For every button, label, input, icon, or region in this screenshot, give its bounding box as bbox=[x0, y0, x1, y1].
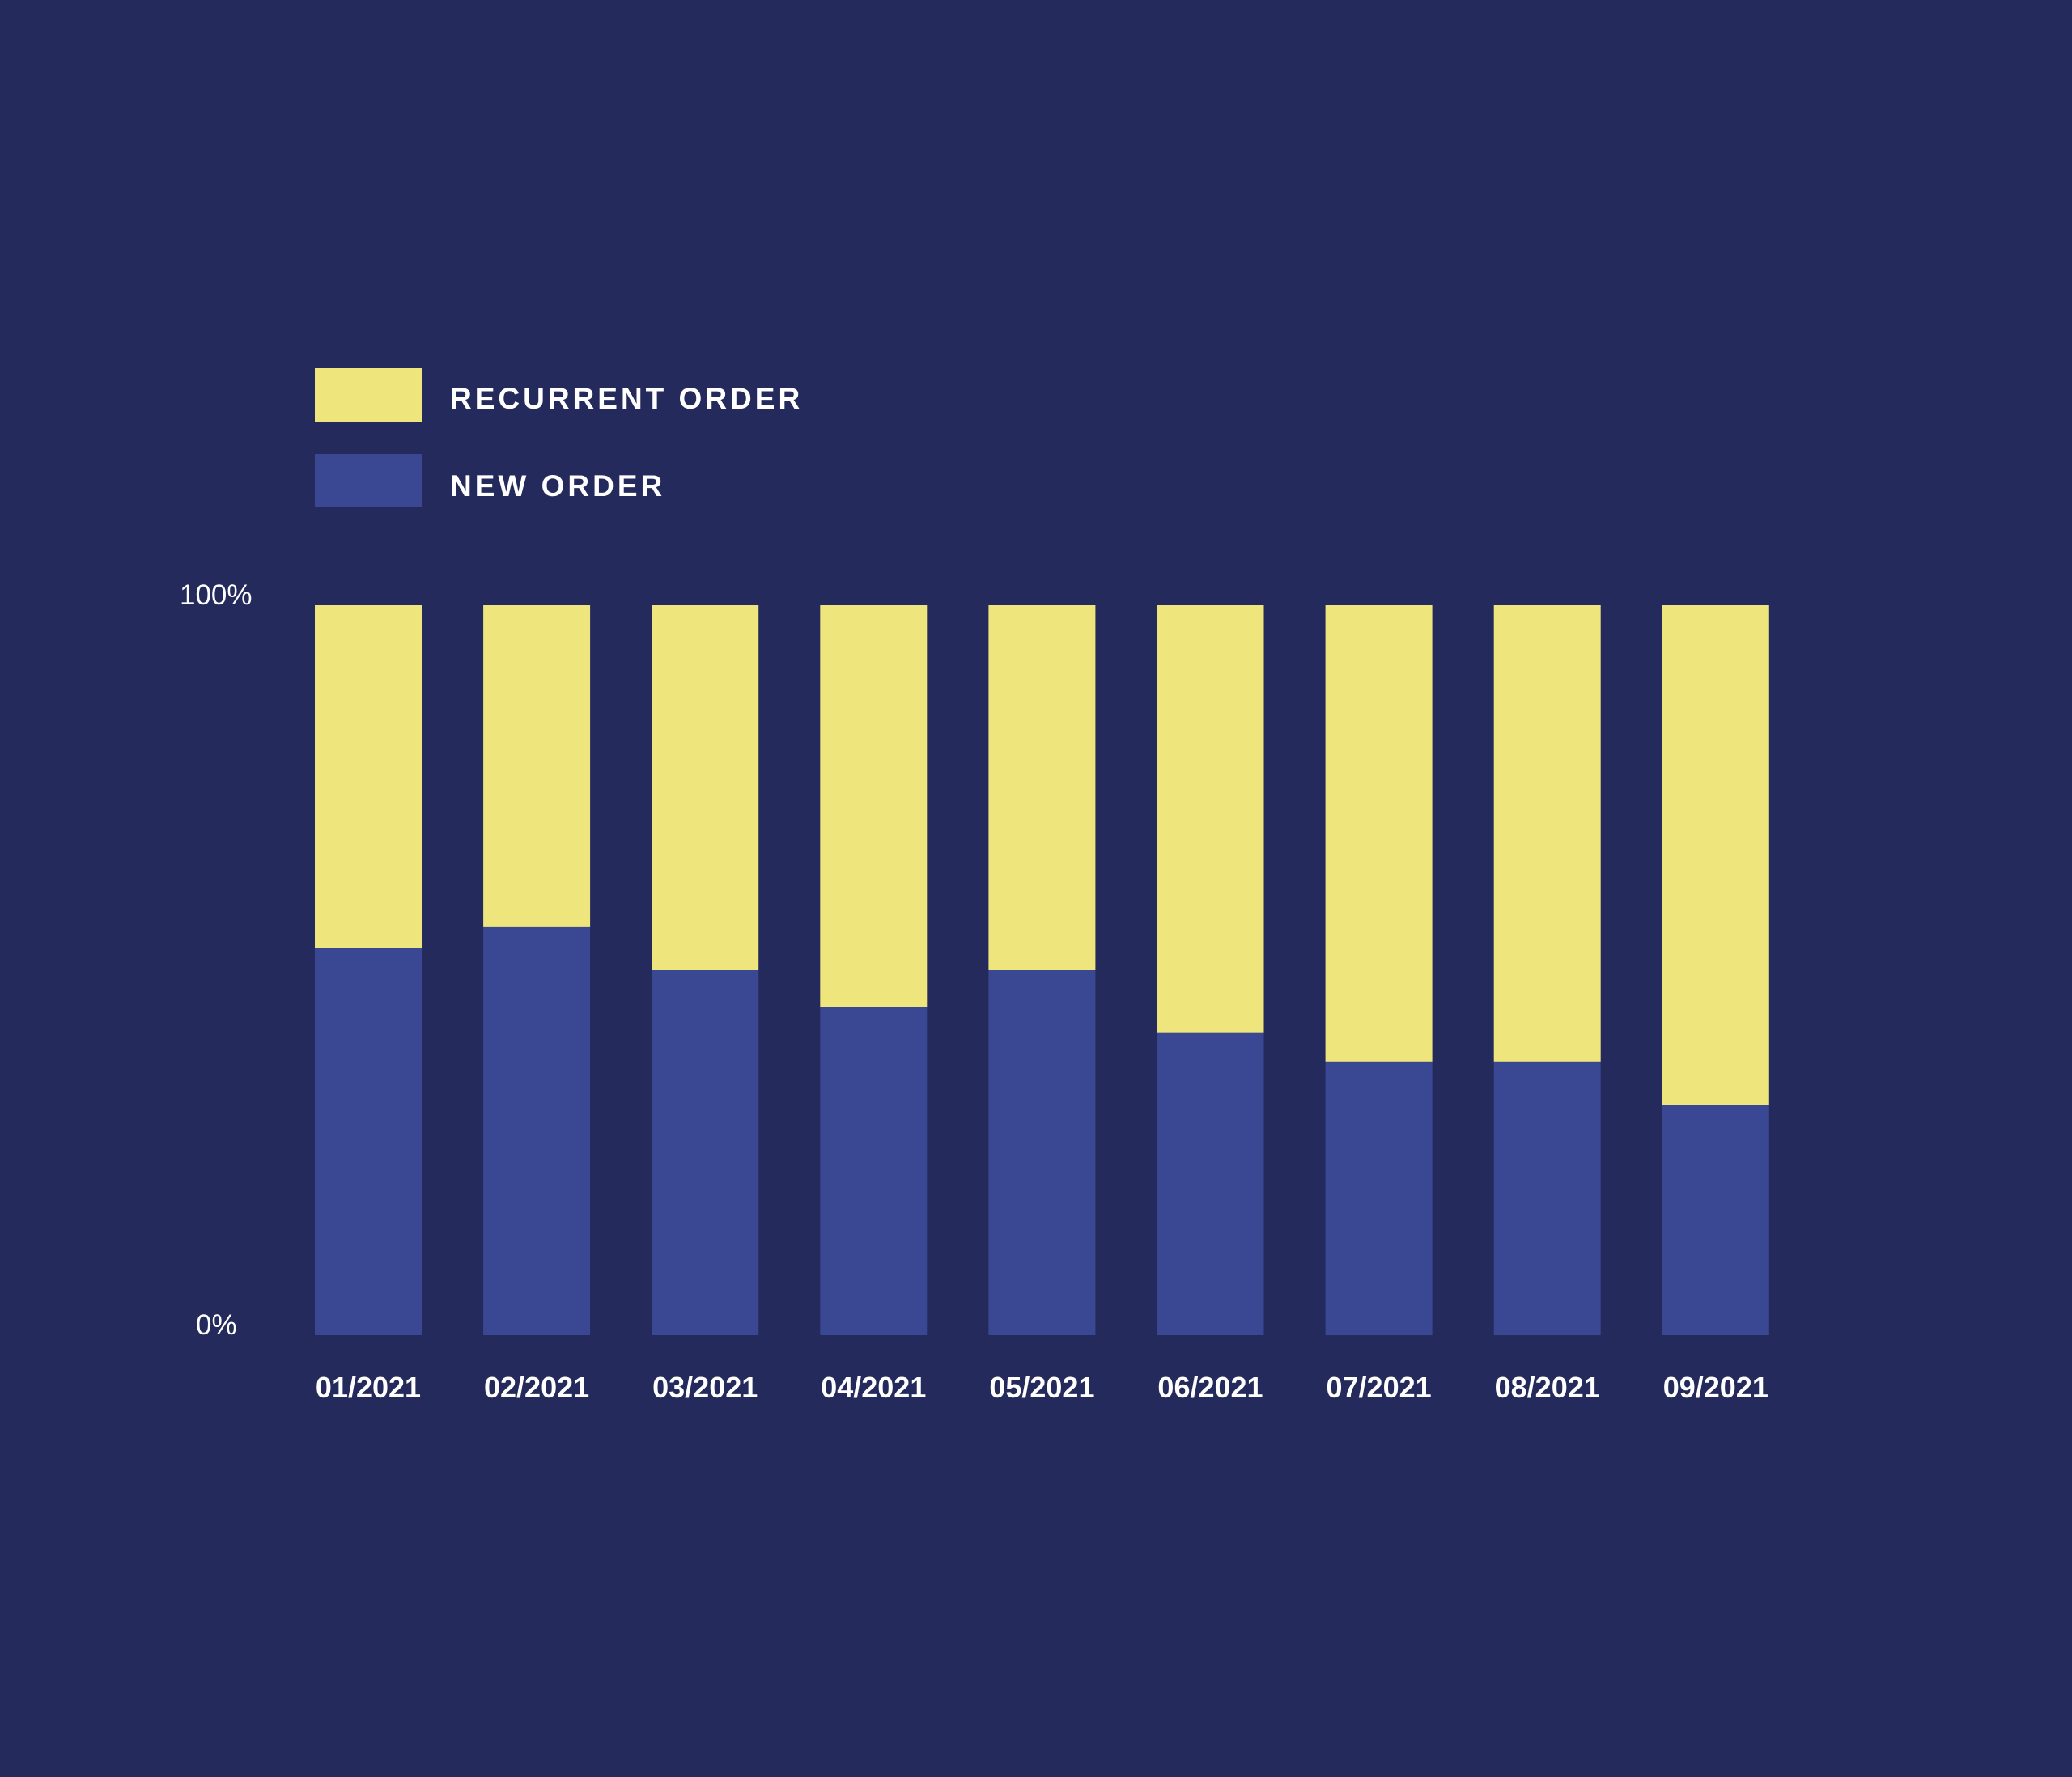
bar-segment-recurrent-order-2 bbox=[483, 605, 591, 927]
x-tick-label: 07/2021 bbox=[1327, 1371, 1432, 1404]
x-tick-label: 09/2021 bbox=[1663, 1371, 1768, 1404]
bar-segment-new-order-8 bbox=[1493, 1061, 1601, 1336]
bar-segment-recurrent-order-3 bbox=[652, 605, 759, 970]
y-axis-min-label: 0% bbox=[196, 1309, 237, 1341]
bar-segment-new-order-4 bbox=[820, 1007, 928, 1335]
bar-segment-new-order-9 bbox=[1662, 1105, 1769, 1335]
bar-segment-recurrent-order-7 bbox=[1325, 605, 1433, 1062]
bar-segment-recurrent-order-1 bbox=[315, 605, 422, 948]
bar-segment-recurrent-order-8 bbox=[1493, 605, 1601, 1062]
legend-label-new-order: NEW ORDER bbox=[450, 469, 665, 503]
x-tick-label: 02/2021 bbox=[484, 1371, 589, 1404]
x-tick-label: 03/2021 bbox=[652, 1371, 758, 1404]
x-tick-label: 05/2021 bbox=[989, 1371, 1094, 1404]
bar-segment-recurrent-order-6 bbox=[1157, 605, 1264, 1033]
bar-segment-new-order-2 bbox=[483, 926, 591, 1335]
x-axis-ticks: 01/2021 02/2021 03/2021 04/2021 05/2021 06/20… bbox=[316, 1371, 1768, 1404]
legend-swatch-new-order bbox=[315, 454, 422, 507]
bar-segment-new-order-7 bbox=[1325, 1061, 1433, 1336]
bar-segment-new-order-1 bbox=[315, 948, 422, 1335]
bar-segment-recurrent-order-9 bbox=[1662, 605, 1769, 1105]
bar-segment-new-order-6 bbox=[1157, 1032, 1264, 1335]
x-tick-label: 01/2021 bbox=[316, 1371, 421, 1404]
legend-label-recurrent-order: RECURRENT ORDER bbox=[450, 382, 803, 415]
bar-segment-new-order-5 bbox=[988, 970, 1096, 1335]
legend: RECURRENT ORDER NEW ORDER bbox=[315, 368, 803, 507]
y-axis: 100% 0% bbox=[180, 579, 253, 1341]
legend-swatch-recurrent-order bbox=[315, 368, 422, 422]
bar-segment-recurrent-order-5 bbox=[988, 605, 1096, 970]
bar-segment-new-order-3 bbox=[652, 970, 759, 1335]
x-tick-label: 06/2021 bbox=[1157, 1371, 1263, 1404]
x-tick-label: 04/2021 bbox=[821, 1371, 926, 1404]
y-axis-max-label: 100% bbox=[180, 579, 253, 611]
bars bbox=[315, 605, 1769, 1336]
x-tick-label: 08/2021 bbox=[1495, 1371, 1600, 1404]
bar-segment-recurrent-order-4 bbox=[820, 605, 928, 1007]
